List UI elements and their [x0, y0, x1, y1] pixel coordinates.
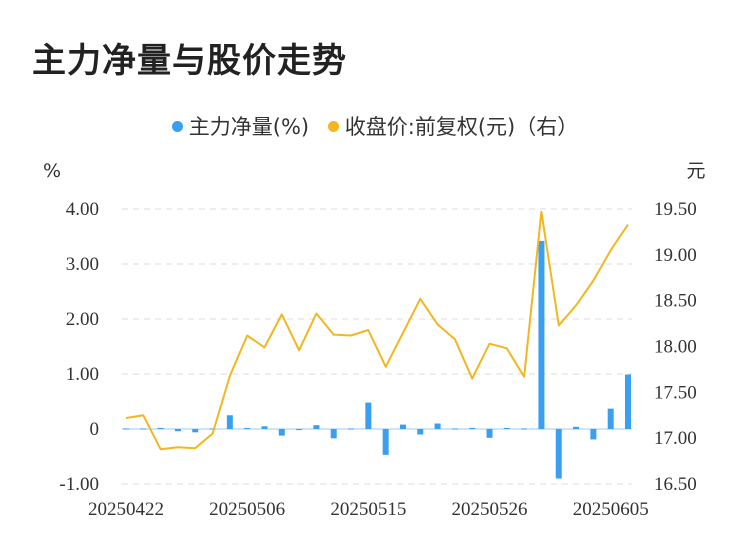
legend-marker-close-price: [327, 120, 339, 132]
x-tick-label: 20250526: [452, 499, 528, 520]
bar-net-volume: [348, 428, 355, 430]
right-tick-label: 19.50: [654, 199, 697, 220]
bar-net-volume: [625, 374, 631, 429]
x-tick-label: 20250605: [573, 499, 649, 520]
bar-net-volume: [399, 424, 406, 429]
x-tick-label: 20250506: [209, 499, 285, 520]
left-tick-label: 4.00: [66, 199, 99, 220]
x-tick-label: 20250422: [88, 499, 164, 520]
bar-net-volume: [607, 408, 614, 429]
right-tick-label: 17.00: [654, 428, 697, 449]
bar-net-volume: [365, 402, 372, 429]
chart-legend: 主力净量(%) 收盘价:前复权(元)（右）: [0, 111, 750, 141]
bar-net-volume: [296, 429, 303, 431]
bar-net-volume: [555, 429, 562, 479]
bar-net-volume: [244, 427, 251, 429]
bar-net-volume: [573, 426, 580, 429]
left-tick-label: -1.00: [59, 474, 99, 495]
left-tick-label: 0: [90, 419, 100, 440]
bar-net-volume: [209, 428, 216, 430]
line-series: [125, 210, 629, 451]
legend-item-close-price[interactable]: 收盘价:前复权(元)（右）: [327, 111, 579, 141]
bar-net-volume: [192, 429, 199, 433]
bar-net-volume: [538, 240, 545, 429]
bar-net-volume: [140, 428, 147, 430]
left-tick-label: 2.00: [66, 309, 99, 330]
bar-net-volume: [434, 423, 441, 429]
legend-label-close-price: 收盘价:前复权(元)（右）: [344, 115, 579, 139]
bar-net-volume: [278, 429, 285, 436]
bar-net-volume: [503, 427, 510, 429]
bar-net-volume: [451, 428, 458, 430]
bar-series: [123, 240, 631, 479]
bar-net-volume: [313, 425, 320, 429]
legend-marker-net-volume: [171, 120, 183, 132]
bar-net-volume: [521, 428, 528, 430]
right-tick-label: 16.50: [654, 474, 697, 495]
bar-net-volume: [330, 429, 337, 439]
legend-item-net-volume[interactable]: 主力净量(%): [171, 111, 310, 141]
line-close-price: [125, 210, 629, 451]
legend-label-net-volume: 主力净量(%): [188, 115, 310, 139]
bar-net-volume: [123, 428, 129, 430]
right-tick-label: 17.50: [654, 382, 697, 403]
right-axis-unit: 元: [686, 160, 705, 182]
bar-net-volume: [486, 429, 493, 438]
bar-net-volume: [469, 427, 476, 429]
right-tick-label: 18.50: [654, 291, 697, 312]
grid-lines: [122, 208, 632, 485]
bar-net-volume: [590, 429, 597, 440]
bar-net-volume: [174, 429, 181, 432]
chart-title: 主力净量与股价走势: [32, 41, 347, 81]
right-tick-label: 19.00: [654, 245, 697, 266]
left-tick-label: 3.00: [66, 254, 99, 275]
bar-net-volume: [157, 427, 164, 429]
left-tick-label: 1.00: [66, 364, 99, 385]
bar-net-volume: [417, 429, 424, 435]
left-axis-unit: %: [43, 160, 61, 182]
bar-net-volume: [226, 415, 233, 429]
bar-net-volume: [261, 426, 268, 429]
right-tick-label: 18.00: [654, 337, 697, 358]
bar-net-volume: [382, 429, 389, 455]
axis-labels: % 元 4.00 3.00 2.00 1.00 0 -1.00 19.50 19.00 18.5…: [43, 160, 706, 520]
x-tick-label: 20250515: [330, 499, 406, 520]
